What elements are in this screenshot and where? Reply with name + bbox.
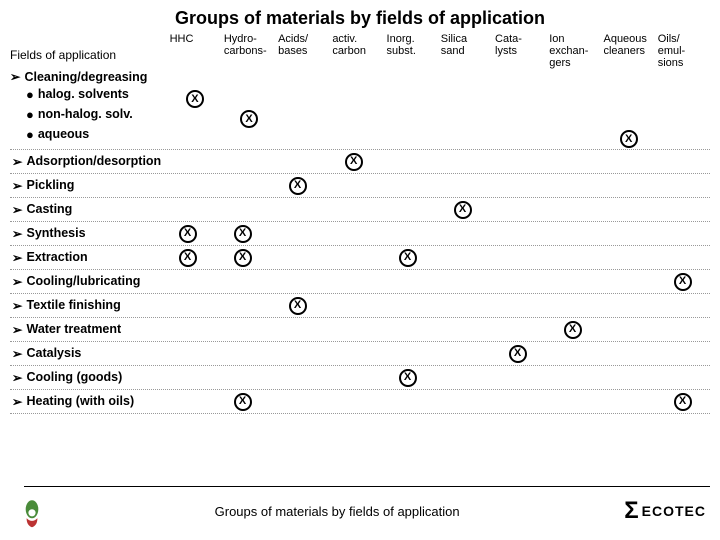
col-header: Acids/bases xyxy=(276,33,330,57)
matrix-cell: X xyxy=(326,153,381,171)
footer: Groups of materials by fields of applica… xyxy=(0,486,720,536)
matrix-cell: X xyxy=(545,321,600,339)
matrix-cell: X xyxy=(655,393,710,411)
col-header: Silicasand xyxy=(439,33,493,57)
row-label: ➢Synthesis xyxy=(10,226,160,241)
col-header: Cata-lysts xyxy=(493,33,547,57)
matrix-cell: X xyxy=(168,69,222,149)
row-label: ➢Heating (with oils) xyxy=(10,394,160,409)
row-label: ➢Casting xyxy=(10,202,160,217)
matrix-cell: X xyxy=(490,345,545,363)
x-mark-icon: X xyxy=(289,297,307,315)
row-label: ➢Catalysis xyxy=(10,346,160,361)
matrix-cell: X xyxy=(435,201,490,219)
matrix-cell xyxy=(656,69,710,149)
matrix-cell xyxy=(276,69,330,149)
table-row: ➢Water treatment X xyxy=(10,318,710,342)
brand-logo: Σ ECOTEC xyxy=(624,497,706,525)
matrix-cell xyxy=(385,69,439,149)
x-mark-icon: X xyxy=(179,249,197,267)
matrix-cell: X xyxy=(160,249,215,267)
matrix-cell xyxy=(330,69,384,149)
sub-row-label: ●non-halog. solv. xyxy=(10,104,168,124)
table-row: ➢Heating (with oils) X X xyxy=(10,390,710,414)
x-mark-icon: X xyxy=(399,369,417,387)
matrix-cell: X xyxy=(215,393,270,411)
x-mark-icon: X xyxy=(179,225,197,243)
row-label: ➢Cooling (goods) xyxy=(10,370,160,385)
col-header: Ionexchan-gers xyxy=(547,33,601,69)
table-row: ➢Adsorption/desorption X xyxy=(10,150,710,174)
row-label: ➢Textile finishing xyxy=(10,298,160,313)
col-header: HHC xyxy=(168,33,222,45)
table-row: ➢Synthesis X X xyxy=(10,222,710,246)
footer-caption: Groups of materials by fields of applica… xyxy=(50,504,624,519)
divider xyxy=(24,486,710,487)
x-mark-icon: X xyxy=(454,201,472,219)
x-mark-icon: X xyxy=(234,249,252,267)
x-mark-icon: X xyxy=(674,393,692,411)
table-row: ➢Cooling (goods) X xyxy=(10,366,710,390)
table-row: ➢Catalysis X xyxy=(10,342,710,366)
row-label: ➢Pickling xyxy=(10,178,160,193)
table-row: ➢Textile finishing X xyxy=(10,294,710,318)
x-mark-icon: X xyxy=(234,225,252,243)
sub-row-label: ●halog. solvents xyxy=(10,84,168,104)
x-mark-icon: X xyxy=(509,345,527,363)
matrix-cell xyxy=(493,69,547,149)
col-header: Oils/emul-sions xyxy=(656,33,710,69)
matrix-cell: X xyxy=(270,297,325,315)
x-mark-icon: X xyxy=(674,273,692,291)
matrix-cell: X xyxy=(215,249,270,267)
matrix-cell: X xyxy=(222,69,276,149)
table-row: ➢Pickling X xyxy=(10,174,710,198)
matrix-cell: X xyxy=(215,225,270,243)
column-headers: Fields of application HHCHydro-carbons-A… xyxy=(10,33,710,69)
x-mark-icon: X xyxy=(234,393,252,411)
row-label: ➢Water treatment xyxy=(10,322,160,337)
sub-row-label: ●aqueous xyxy=(10,124,168,144)
row-label: ➢Cleaning/degreasing●halog. solvents●non… xyxy=(10,69,168,149)
matrix-cell: X xyxy=(380,369,435,387)
x-mark-icon: X xyxy=(240,110,258,128)
matrix-cell: X xyxy=(655,273,710,291)
table-row: ➢Casting X xyxy=(10,198,710,222)
row-header-label: Fields of application xyxy=(10,33,168,62)
col-header: Inorg.subst. xyxy=(385,33,439,57)
x-mark-icon: X xyxy=(564,321,582,339)
matrix-cell: X xyxy=(602,69,656,149)
matrix-cell: X xyxy=(160,225,215,243)
page-title: Groups of materials by fields of applica… xyxy=(0,0,720,33)
matrix-cell: X xyxy=(380,249,435,267)
table-row: ➢Extraction X X X xyxy=(10,246,710,270)
matrix-cell xyxy=(439,69,493,149)
sigma-icon: Σ xyxy=(624,497,639,525)
eco-logo-icon xyxy=(14,493,50,529)
matrix-cell xyxy=(547,69,601,149)
x-mark-icon: X xyxy=(186,90,204,108)
col-header: Aqueouscleaners xyxy=(601,33,655,57)
row-label: ➢Adsorption/desorption xyxy=(10,154,161,169)
brand-text: ECOTEC xyxy=(642,503,706,519)
x-mark-icon: X xyxy=(289,177,307,195)
x-mark-icon: X xyxy=(399,249,417,267)
x-mark-icon: X xyxy=(620,130,638,148)
table-row: ➢Cleaning/degreasing●halog. solvents●non… xyxy=(10,69,710,150)
row-label: ➢Extraction xyxy=(10,250,160,265)
x-mark-icon: X xyxy=(345,153,363,171)
matrix-grid: Fields of application HHCHydro-carbons-A… xyxy=(0,33,720,414)
col-header: Hydro-carbons- xyxy=(222,33,276,57)
col-header: activ.carbon xyxy=(330,33,384,57)
row-label: ➢Cooling/lubricating xyxy=(10,274,160,289)
matrix-cell: X xyxy=(270,177,325,195)
table-row: ➢Cooling/lubricating X xyxy=(10,270,710,294)
